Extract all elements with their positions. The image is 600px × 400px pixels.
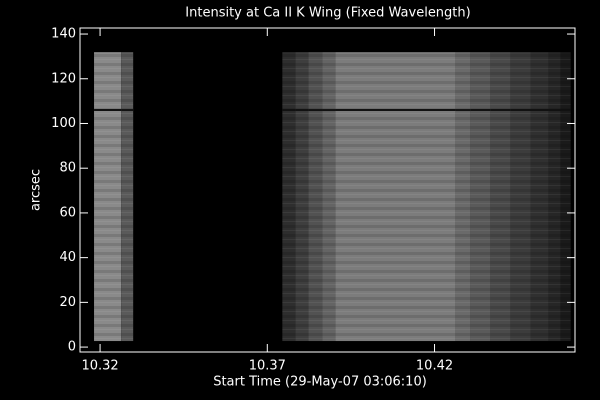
image-texture — [335, 52, 456, 342]
y-tick-label: 100 — [51, 116, 76, 131]
image-texture — [282, 52, 296, 342]
image-texture — [548, 52, 561, 342]
image-texture — [455, 52, 471, 342]
image-texture — [94, 52, 122, 342]
image — [94, 52, 571, 342]
x-tick-label: 10.32 — [81, 359, 118, 374]
y-tick-label: 120 — [51, 71, 76, 86]
x-tick-label: 10.42 — [416, 359, 453, 374]
image-texture — [308, 52, 323, 342]
x-axis-label: Start Time (29-May-07 03:06:10) — [213, 375, 427, 390]
y-tick-label: 140 — [51, 27, 76, 42]
y-tick-label: 20 — [59, 295, 76, 310]
image-texture — [295, 52, 309, 342]
image-texture — [490, 52, 511, 342]
y-tick-label: 0 — [68, 340, 76, 355]
image-texture — [560, 52, 571, 342]
image-texture — [470, 52, 491, 342]
x-tick-label: 10.37 — [249, 359, 286, 374]
y-tick-label: 40 — [59, 250, 76, 265]
image-texture — [530, 52, 549, 342]
image-texture — [121, 52, 134, 342]
y-axis-label: arcsec — [29, 169, 44, 211]
plot-frame — [79, 27, 576, 353]
y-tick-label: 80 — [59, 161, 76, 176]
image-texture — [322, 52, 336, 342]
chart-title: Intensity at Ca II K Wing (Fixed Wavelen… — [185, 6, 470, 21]
image-texture — [510, 52, 531, 342]
y-tick-label: 60 — [59, 205, 76, 220]
